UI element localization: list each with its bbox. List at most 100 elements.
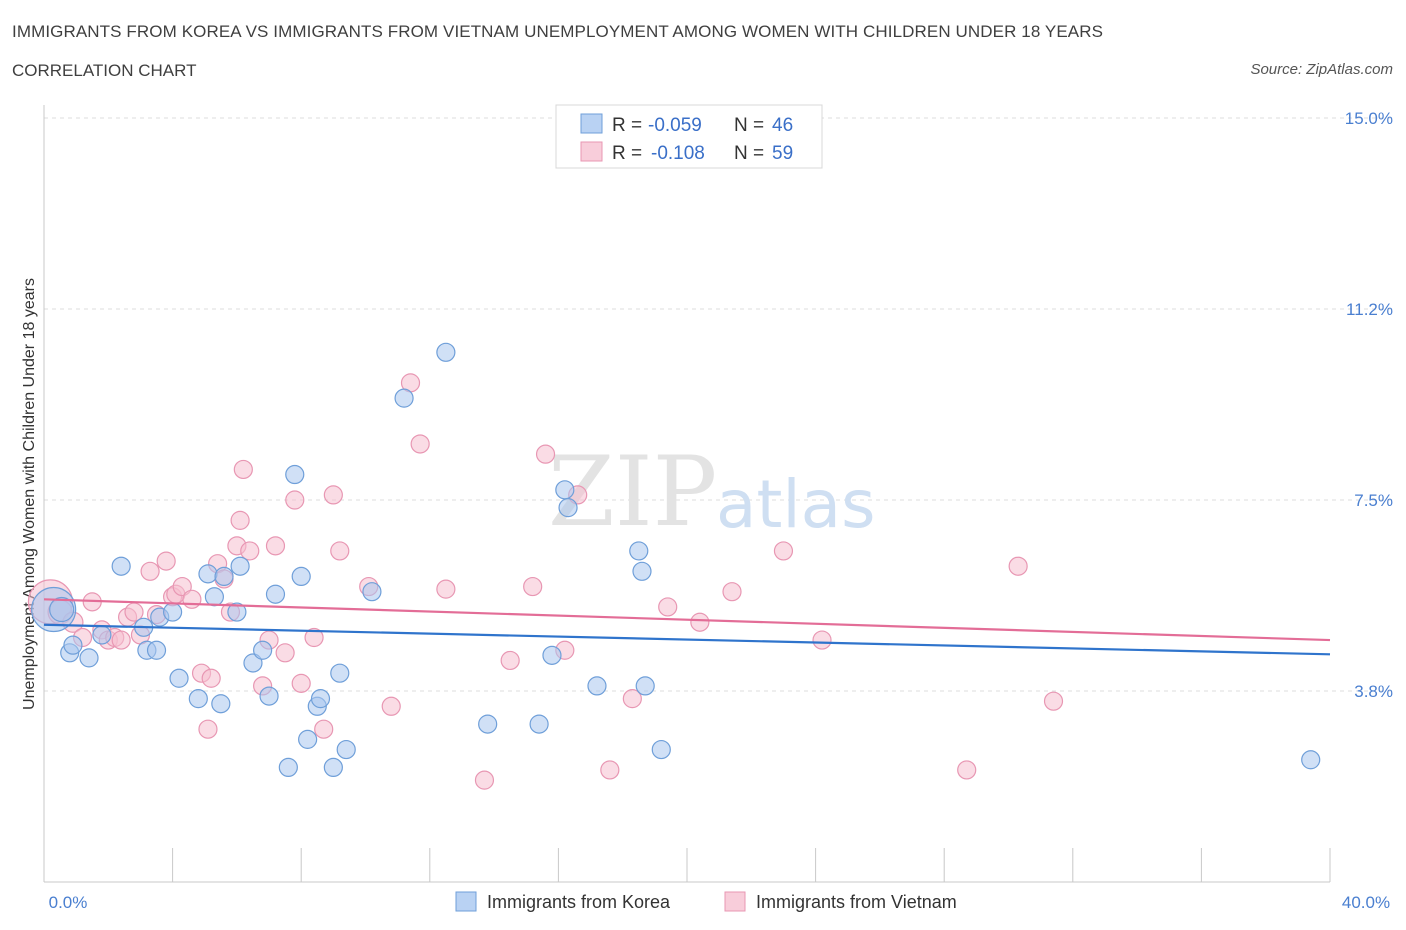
point-vietnam [201, 668, 221, 688]
point-korea [243, 653, 263, 673]
point-korea [436, 342, 456, 362]
point-vietnam [240, 541, 260, 561]
legend-swatch-korea [580, 113, 603, 134]
y-axis-label: Unemployment Among Women with Children U… [21, 278, 38, 710]
legend-vietnam-n-label: N = [734, 143, 764, 164]
point-korea [79, 648, 99, 668]
point-korea [278, 757, 298, 778]
point-vietnam [265, 536, 286, 556]
point-korea [298, 729, 318, 749]
bottom-legend-korea: Immigrants from Korea [487, 892, 671, 912]
legend-vietnam-r-label: R = [612, 143, 642, 164]
point-vietnam [523, 576, 543, 597]
point-vietnam [535, 444, 556, 464]
point-korea [253, 640, 273, 660]
point-vietnam [182, 589, 202, 609]
x-axis-ticks [43, 848, 1331, 882]
point-korea [555, 480, 575, 500]
point-vietnam [436, 579, 456, 599]
point-vietnam [140, 561, 160, 581]
point-korea [330, 663, 350, 683]
point-korea [92, 625, 112, 645]
x-tick-label-max: 40.0% [1342, 893, 1390, 912]
point-vietnam [658, 597, 678, 617]
point-korea [204, 587, 224, 607]
point-korea [227, 602, 247, 622]
point-korea [336, 739, 356, 760]
point-vietnam [410, 434, 430, 454]
point-vietnam [304, 627, 324, 648]
point-vietnam [314, 719, 334, 739]
point-korea [230, 556, 250, 576]
point-korea [478, 714, 498, 734]
series-korea-points [31, 342, 1321, 778]
point-vietnam [285, 490, 305, 510]
point-vietnam [323, 485, 343, 505]
point-korea [169, 668, 189, 688]
watermark: ZIP atlas [548, 436, 876, 548]
point-korea [291, 566, 311, 587]
legend-korea-n-label: N = [734, 115, 764, 136]
point-vietnam [198, 719, 218, 739]
x-tick-label-min: 0.0% [49, 893, 88, 912]
chart-subtitle: CORRELATION CHART [12, 61, 197, 80]
y-tick-label: 3.8% [1354, 682, 1393, 701]
point-korea [211, 694, 231, 714]
series-legend: Immigrants from Korea Immigrants from Vi… [455, 891, 957, 912]
bottom-legend-vietnam: Immigrants from Vietnam [756, 892, 957, 912]
point-korea [146, 640, 167, 660]
trend-line-korea [43, 623, 1331, 656]
point-korea [651, 739, 671, 760]
point-vietnam [172, 576, 192, 597]
point-korea [587, 676, 607, 696]
point-korea [323, 757, 343, 778]
point-vietnam [381, 696, 401, 716]
point-vietnam [474, 770, 495, 790]
point-vietnam [1043, 691, 1064, 711]
point-vietnam [957, 760, 977, 780]
legend-swatch-vietnam [580, 141, 603, 162]
point-vietnam [156, 551, 176, 571]
watermark-atlas: atlas [716, 466, 876, 543]
point-vietnam [111, 630, 131, 650]
point-korea [198, 564, 218, 584]
legend-korea-r-label: R = [612, 115, 642, 136]
point-vietnam [1008, 556, 1028, 576]
point-vietnam [773, 541, 794, 561]
point-vietnam [291, 673, 311, 693]
point-korea [635, 676, 655, 696]
point-korea [188, 689, 208, 709]
point-vietnam [230, 510, 250, 530]
source-label: Source: ZipAtlas.com [1250, 61, 1393, 78]
point-korea [529, 714, 549, 734]
trend-line-vietnam [43, 598, 1331, 642]
point-vietnam [812, 630, 832, 650]
point-korea [259, 686, 279, 706]
point-korea [558, 498, 578, 518]
point-korea [310, 689, 331, 709]
point-korea [265, 584, 286, 604]
point-korea [163, 602, 183, 622]
point-vietnam [275, 643, 295, 663]
y-tick-label: 15.0% [1345, 109, 1393, 128]
point-vietnam [690, 612, 710, 632]
point-korea [629, 541, 649, 561]
point-korea [285, 464, 305, 485]
point-vietnam [722, 582, 742, 602]
point-korea [49, 596, 75, 623]
legend-korea-n-value: 46 [772, 115, 793, 136]
point-vietnam [622, 689, 642, 709]
stats-legend: R = -0.059 N = 46 R = -0.108 N = 59 [555, 104, 823, 169]
point-korea [394, 388, 414, 408]
point-korea [63, 635, 83, 655]
trend-lines [43, 598, 1331, 656]
point-vietnam [500, 650, 520, 671]
bottom-legend-swatch-korea [455, 891, 477, 912]
y-tick-label: 11.2% [1346, 300, 1393, 319]
point-korea [632, 561, 652, 581]
y-tick-label: 7.5% [1354, 491, 1393, 510]
point-vietnam [233, 459, 253, 480]
point-vietnam [600, 760, 620, 780]
bottom-legend-swatch-vietnam [724, 891, 746, 912]
